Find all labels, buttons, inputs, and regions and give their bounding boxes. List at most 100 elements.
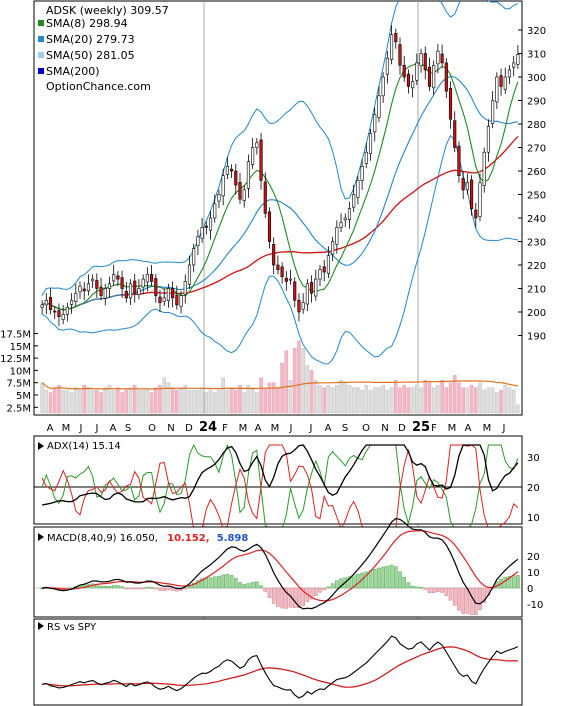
legend-swatch-sma200 <box>38 68 44 74</box>
volume-tick-label: 15M <box>10 342 31 353</box>
macd-histogram-bar <box>99 585 103 589</box>
candle-body <box>86 283 90 292</box>
volume-bar <box>305 365 310 414</box>
volume-bar <box>208 389 213 414</box>
macd-histogram-bar <box>402 577 406 589</box>
x-axis-label: O <box>148 423 156 434</box>
volume-bar <box>86 387 91 414</box>
macd-histogram-bar <box>410 585 415 589</box>
rs-marker-icon <box>38 622 44 630</box>
candle-body <box>154 278 158 296</box>
candle-body <box>331 241 335 255</box>
volume-bar <box>141 389 145 414</box>
volume-bar <box>372 387 377 414</box>
volume-bar <box>95 389 99 414</box>
volume-bar <box>183 384 188 414</box>
candle-body <box>453 120 457 148</box>
candle-body <box>461 178 465 191</box>
x-axis-label: F <box>431 423 437 434</box>
volume-bar <box>116 387 120 414</box>
adx-tick-label: 30 <box>527 453 540 464</box>
rs-panel <box>33 618 523 706</box>
x-axis-label: O <box>362 423 370 434</box>
volume-bar <box>284 350 289 414</box>
volume-bar <box>229 387 234 414</box>
macd-tick-label: 0 <box>527 584 533 595</box>
candle-body <box>103 288 107 299</box>
candle-body <box>465 182 469 191</box>
candle-body <box>347 208 352 220</box>
rs-title: RS vs SPY <box>47 622 97 633</box>
legend-sma200: SMA(200) <box>46 65 100 78</box>
macd-histogram-bar <box>255 581 259 589</box>
volume-tick-label: 5M <box>16 391 31 402</box>
x-axis-label: M <box>483 423 492 434</box>
macd-histogram-bar <box>250 582 255 589</box>
volume-tick-label: 2.5M <box>6 403 31 414</box>
volume-bar <box>381 384 385 414</box>
legend: SMA(8) 298.94 SMA(20) 279.73 SMA(50) 281… <box>38 17 151 93</box>
volume-bar <box>301 348 305 414</box>
volume-bar <box>360 389 364 414</box>
candle-body <box>368 133 373 154</box>
x-axis-label: S <box>342 423 348 434</box>
price-tick-label: 250 <box>527 191 546 202</box>
price-panel <box>33 0 523 416</box>
candle-body <box>373 114 377 133</box>
macd-histogram-bar <box>436 587 440 592</box>
macd-histogram-bar <box>372 569 377 589</box>
macd-histogram-bar <box>314 587 318 596</box>
candle-body <box>427 66 432 87</box>
candle-body <box>322 266 326 273</box>
candle-body <box>238 181 242 200</box>
candle-body <box>213 203 217 219</box>
volume-bar <box>490 387 495 414</box>
volume-bars <box>40 340 520 414</box>
volume-bar <box>124 389 129 414</box>
candle-body <box>246 161 250 189</box>
volume-bar <box>234 389 238 414</box>
candle-body <box>57 310 61 317</box>
x-axis-label: A <box>110 423 117 434</box>
candle-body <box>120 277 124 289</box>
x-axis-label: M <box>239 423 248 434</box>
macd-histogram-bar <box>516 575 520 589</box>
macd-histogram-bar <box>145 586 150 589</box>
macd-histogram-bar <box>389 564 394 589</box>
watermark: OptionChance.com <box>46 80 151 93</box>
candle-body <box>116 275 120 280</box>
macd-histogram-bar <box>478 587 482 611</box>
candle-body <box>267 211 272 242</box>
candle-body <box>95 280 99 289</box>
volume-bar <box>389 387 394 414</box>
price-tick-label: 220 <box>527 261 546 272</box>
macd-histogram-bar <box>415 586 419 589</box>
candle-body <box>394 32 398 43</box>
macd-histogram-bar <box>444 587 449 596</box>
volume-bar <box>297 340 301 414</box>
volume-bar <box>158 384 162 414</box>
volume-bar <box>132 384 137 414</box>
candle-body <box>112 274 116 282</box>
volume-bar <box>225 389 230 414</box>
volume-bar <box>444 387 449 414</box>
volume-bar <box>65 389 70 414</box>
macd-lines: 20 10 0 -10 <box>34 517 543 615</box>
bollinger-lower-line <box>41 134 518 365</box>
macd-histogram-bar <box>116 585 120 589</box>
macd-histogram-bar <box>154 587 158 590</box>
macd-histogram-bar <box>297 587 301 608</box>
candle-body <box>390 34 394 60</box>
volume-bar <box>326 384 331 414</box>
candle-body <box>91 278 95 282</box>
volume-bar <box>82 384 86 414</box>
macd-tick-label: 20 <box>527 552 540 563</box>
x-axis-label: J <box>502 423 506 434</box>
rs-lines <box>41 635 519 699</box>
macd-histogram-bar <box>356 574 360 589</box>
minus-di-line <box>41 444 519 531</box>
volume-bar <box>162 377 166 414</box>
candle-body <box>74 292 78 302</box>
volume-bar <box>503 384 508 414</box>
